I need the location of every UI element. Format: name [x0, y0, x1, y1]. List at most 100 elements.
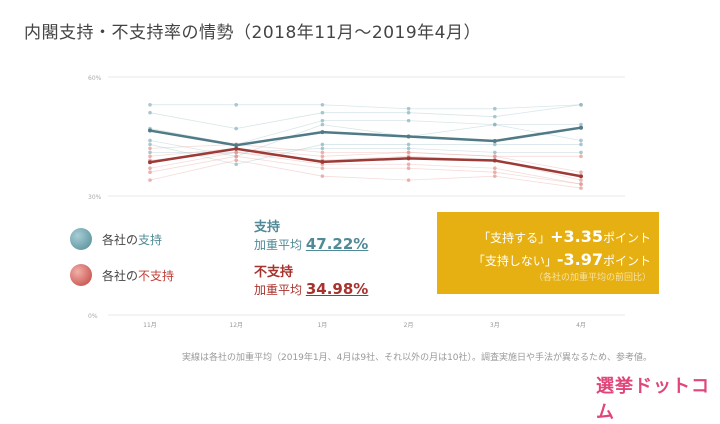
x-tick-label: 1月	[317, 322, 327, 329]
approve-dot-icon	[70, 228, 92, 250]
page-title: 内閣支持・不支持率の情勢（2018年11月〜2019年4月）	[24, 23, 481, 43]
x-tick-label: 12月	[229, 322, 243, 329]
hl-v2: -3.97	[556, 250, 603, 269]
hl-note: （各社の加重平均の前回比）	[533, 273, 651, 283]
company-disapprove-point	[579, 170, 583, 174]
company-approve-line	[150, 104, 582, 110]
company-disapprove-point	[406, 162, 411, 167]
approve-average-line	[149, 126, 582, 147]
company-approve-point	[493, 114, 497, 119]
company-disapprove-line	[149, 155, 582, 185]
company-approve-line	[149, 144, 581, 165]
company-approve-point	[148, 142, 152, 147]
company-disapprove-point	[148, 154, 152, 159]
company-disapprove-line	[149, 159, 582, 189]
company-approve-point	[406, 146, 411, 151]
company-disapprove-point	[320, 166, 325, 171]
company-approve-point	[406, 142, 411, 147]
company-disapprove-point	[148, 146, 152, 151]
footnote: 実線は各社の加重平均（2019年1月、4月は9社、それ以外の月は10社）。調査実…	[182, 353, 653, 363]
y-tick-label: 0%	[88, 313, 98, 320]
company-approve-point	[493, 142, 497, 147]
hl-line1: 「支持する」	[478, 231, 551, 245]
company-approve-point	[493, 106, 497, 111]
company-approve-point	[320, 146, 325, 151]
logo: 選挙ドットコム	[596, 376, 710, 423]
company-approve-line	[149, 124, 582, 157]
disapprove-label: 加重平均	[254, 283, 303, 297]
y-tick-label: 30%	[88, 194, 102, 201]
hl-v1: +3.35	[550, 227, 603, 246]
x-tick-label: 4月	[576, 322, 586, 329]
company-disapprove-point	[579, 154, 583, 159]
company-approve-point	[320, 102, 325, 107]
approve-average-point	[320, 130, 325, 135]
company-approve-point	[579, 138, 583, 143]
legend-prefix: 各社の	[102, 232, 139, 247]
approve-average-point	[234, 143, 239, 148]
company-disapprove-point	[493, 170, 497, 174]
company-approve-point	[148, 138, 152, 143]
company-approve-point	[148, 150, 152, 155]
company-disapprove-point	[320, 150, 325, 155]
disapprove-average-point	[406, 156, 411, 161]
company-disapprove-point	[406, 178, 411, 182]
company-approve-point	[579, 102, 583, 107]
legend-disapprove: 各社の 不支持	[70, 264, 174, 286]
company-approve-point	[406, 106, 411, 111]
x-tick-label: 2月	[404, 322, 414, 329]
chart: 0% 30% 60% 11月 12月 1月 2月 3月 4月	[88, 75, 625, 329]
approve-average-point	[492, 138, 497, 143]
x-tick-label: 11月	[143, 322, 157, 329]
company-approve-point	[234, 102, 238, 107]
approve-label: 加重平均	[254, 238, 303, 252]
company-approve-point	[234, 162, 238, 167]
company-disapprove-line	[149, 151, 582, 185]
disapprove-average-point	[234, 146, 239, 151]
company-disapprove-point	[148, 178, 152, 182]
company-disapprove-point	[234, 158, 238, 163]
hl-line2: 「支持しない」	[472, 254, 557, 268]
approve-average-point	[579, 125, 583, 130]
company-approve-point	[320, 110, 325, 115]
company-approve-point	[320, 118, 325, 123]
company-approve-point	[579, 142, 583, 147]
company-disapprove-point	[406, 150, 411, 155]
disapprove-value: 34.98%	[305, 280, 369, 298]
legend-prefix: 各社の	[102, 268, 139, 283]
company-disapprove-point	[320, 174, 325, 178]
company-disapprove-point	[493, 154, 497, 159]
company-approve-line	[149, 104, 582, 129]
company-approve-point	[320, 122, 325, 127]
disapprove-average-point	[579, 174, 583, 179]
company-disapprove-point	[320, 154, 325, 159]
company-approve-point	[579, 150, 583, 155]
approve-summary: 支持 加重平均 47.22%	[254, 216, 368, 253]
disapprove-average-line	[149, 147, 582, 178]
company-approve-point	[493, 122, 497, 127]
hl-u2: ポイント	[602, 254, 651, 268]
company-disapprove-point	[148, 166, 152, 171]
company-approve-point	[493, 150, 497, 155]
company-approve-point	[148, 110, 152, 115]
approve-head: 支持	[254, 220, 281, 235]
change-highlight-box: 「支持する」+3.35ポイント 「支持しない」-3.97ポイント （各社の加重平…	[437, 212, 659, 294]
hl-u1: ポイント	[602, 231, 651, 245]
legend-approve-label: 支持	[138, 232, 163, 247]
disapprove-average-point	[320, 159, 325, 164]
company-disapprove-point	[234, 154, 238, 159]
company-disapprove-point	[579, 178, 583, 182]
company-disapprove-point	[234, 150, 238, 155]
company-disapprove-line	[149, 147, 582, 173]
disapprove-average-point	[492, 158, 497, 163]
approve-average-point	[148, 128, 152, 133]
company-approve-point	[406, 110, 411, 115]
legend-disapprove-label: 不支持	[138, 268, 175, 283]
company-approve-point	[406, 118, 411, 123]
company-disapprove-point	[493, 166, 497, 171]
company-disapprove-point	[406, 166, 411, 171]
disapprove-summary: 不支持 加重平均 34.98%	[254, 261, 368, 298]
company-disapprove-point	[579, 182, 583, 186]
company-approve-line	[150, 147, 581, 153]
company-disapprove-line	[149, 144, 581, 157]
